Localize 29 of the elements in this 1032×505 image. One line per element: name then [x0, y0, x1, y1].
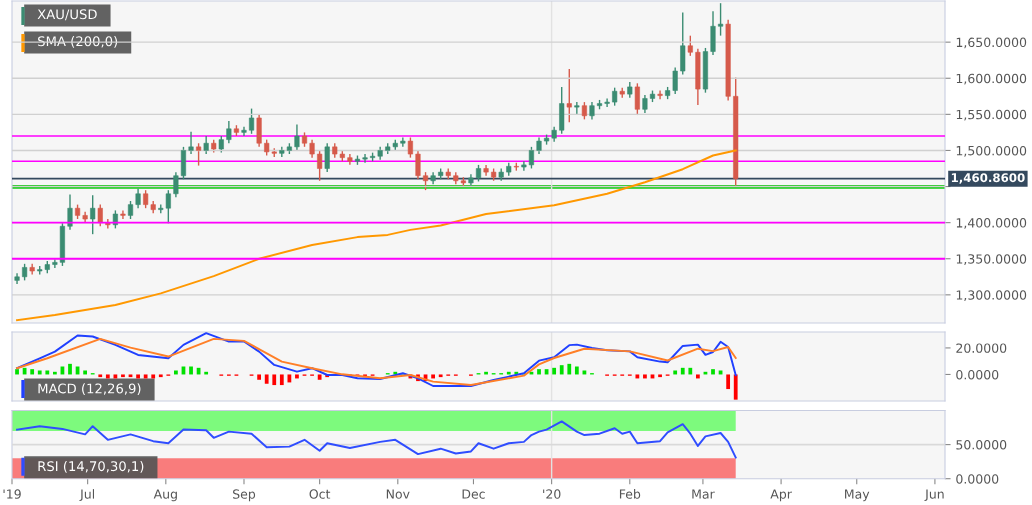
x-tick-label: Feb — [619, 489, 641, 499]
y-tick-label: 1,600.0000 — [956, 73, 1027, 85]
y-tick-label: 1,650.0000 — [956, 37, 1027, 49]
y-tick-label: 0.0000 — [956, 369, 999, 380]
legend-label: MACD (12,26,9) — [38, 383, 141, 395]
legend-label: SMA (200,0) — [38, 36, 118, 48]
y-tick-label: 50.0000 — [956, 440, 1007, 450]
y-tick-label: 0.0000 — [956, 474, 999, 484]
x-tick-label: May — [845, 489, 870, 502]
legend-label: XAU/USD — [37, 9, 97, 21]
y-tick-label: 1,550.0000 — [956, 109, 1027, 121]
x-tick-label: '19 — [3, 489, 21, 499]
x-tick-label: Apr — [770, 489, 792, 502]
y-tick-label: 1,350.0000 — [956, 254, 1027, 265]
x-tick-label: '20 — [543, 489, 561, 499]
x-tick-label: Dec — [462, 489, 485, 499]
y-tick-label: 1,300.0000 — [956, 290, 1027, 302]
x-tick-label: Aug — [153, 489, 177, 502]
x-tick-label: Sep — [233, 489, 256, 502]
x-tick-label: Jul — [79, 489, 95, 502]
x-tick-label: Mar — [692, 489, 715, 499]
y-tick-label: 1,500.0000 — [956, 145, 1027, 157]
x-tick-label: Nov — [386, 489, 410, 499]
ref-line-label: 1,460.8600 — [951, 173, 1025, 184]
x-tick-label: Jun — [924, 489, 944, 502]
x-tick-label: Oct — [309, 489, 331, 499]
y-tick-label: 20.0000 — [956, 343, 1007, 353]
series-label: RSI (14,70,30,1) — [38, 460, 144, 473]
y-tick-label: 1,400.0000 — [956, 218, 1027, 229]
